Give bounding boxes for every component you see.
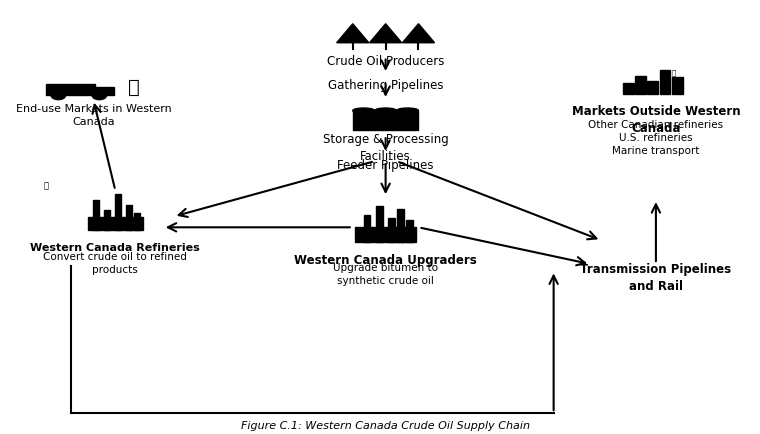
- Text: ⛽: ⛽: [128, 78, 140, 97]
- Bar: [635, 76, 646, 95]
- Circle shape: [92, 92, 106, 100]
- Text: Transmission Pipelines
and Rail: Transmission Pipelines and Rail: [581, 262, 731, 292]
- Polygon shape: [369, 25, 402, 44]
- Ellipse shape: [375, 109, 397, 114]
- Ellipse shape: [397, 109, 419, 114]
- Bar: [388, 219, 395, 242]
- Bar: [126, 206, 132, 230]
- Bar: [375, 206, 382, 242]
- Ellipse shape: [353, 109, 375, 114]
- Text: Gathering Pipelines: Gathering Pipelines: [328, 79, 443, 92]
- Text: Other Canadian refineries
U.S. refineries
Marine transport: Other Canadian refineries U.S. refinerie…: [588, 119, 724, 156]
- Circle shape: [51, 92, 65, 100]
- Polygon shape: [337, 25, 369, 44]
- Bar: [355, 228, 416, 242]
- Bar: [407, 220, 413, 242]
- Bar: [93, 201, 99, 230]
- Bar: [363, 215, 370, 242]
- Text: Convert crude oil to refined
products: Convert crude oil to refined products: [43, 251, 187, 274]
- Bar: [648, 82, 658, 95]
- Text: Figure C.1: Western Canada Crude Oil Supply Chain: Figure C.1: Western Canada Crude Oil Sup…: [241, 421, 530, 431]
- Bar: [375, 112, 397, 130]
- Text: 🔥: 🔥: [672, 69, 676, 76]
- Text: Upgrade bitumen to
synthetic crude oil: Upgrade bitumen to synthetic crude oil: [333, 262, 438, 286]
- Bar: [115, 194, 121, 230]
- Bar: [135, 214, 141, 230]
- Bar: [87, 217, 143, 230]
- Bar: [46, 85, 94, 96]
- Text: Feeder Pipelines: Feeder Pipelines: [337, 159, 434, 172]
- Text: Western Canada Refineries: Western Canada Refineries: [30, 243, 200, 253]
- Bar: [397, 210, 404, 242]
- Bar: [94, 88, 114, 96]
- Bar: [397, 112, 418, 130]
- Bar: [672, 78, 682, 95]
- Text: Western Canada Upgraders: Western Canada Upgraders: [294, 253, 477, 266]
- Bar: [622, 84, 634, 95]
- Bar: [660, 71, 670, 95]
- Bar: [103, 210, 109, 230]
- Text: End-use Markets in Western
Canada: End-use Markets in Western Canada: [15, 104, 171, 127]
- Text: 🔥: 🔥: [43, 181, 49, 190]
- Bar: [353, 112, 375, 130]
- Polygon shape: [402, 25, 435, 44]
- Text: Markets Outside Western
Canada: Markets Outside Western Canada: [572, 105, 740, 135]
- Text: Storage & Processing
Facilities: Storage & Processing Facilities: [323, 133, 448, 163]
- Text: Crude Oil Producers: Crude Oil Producers: [327, 55, 445, 68]
